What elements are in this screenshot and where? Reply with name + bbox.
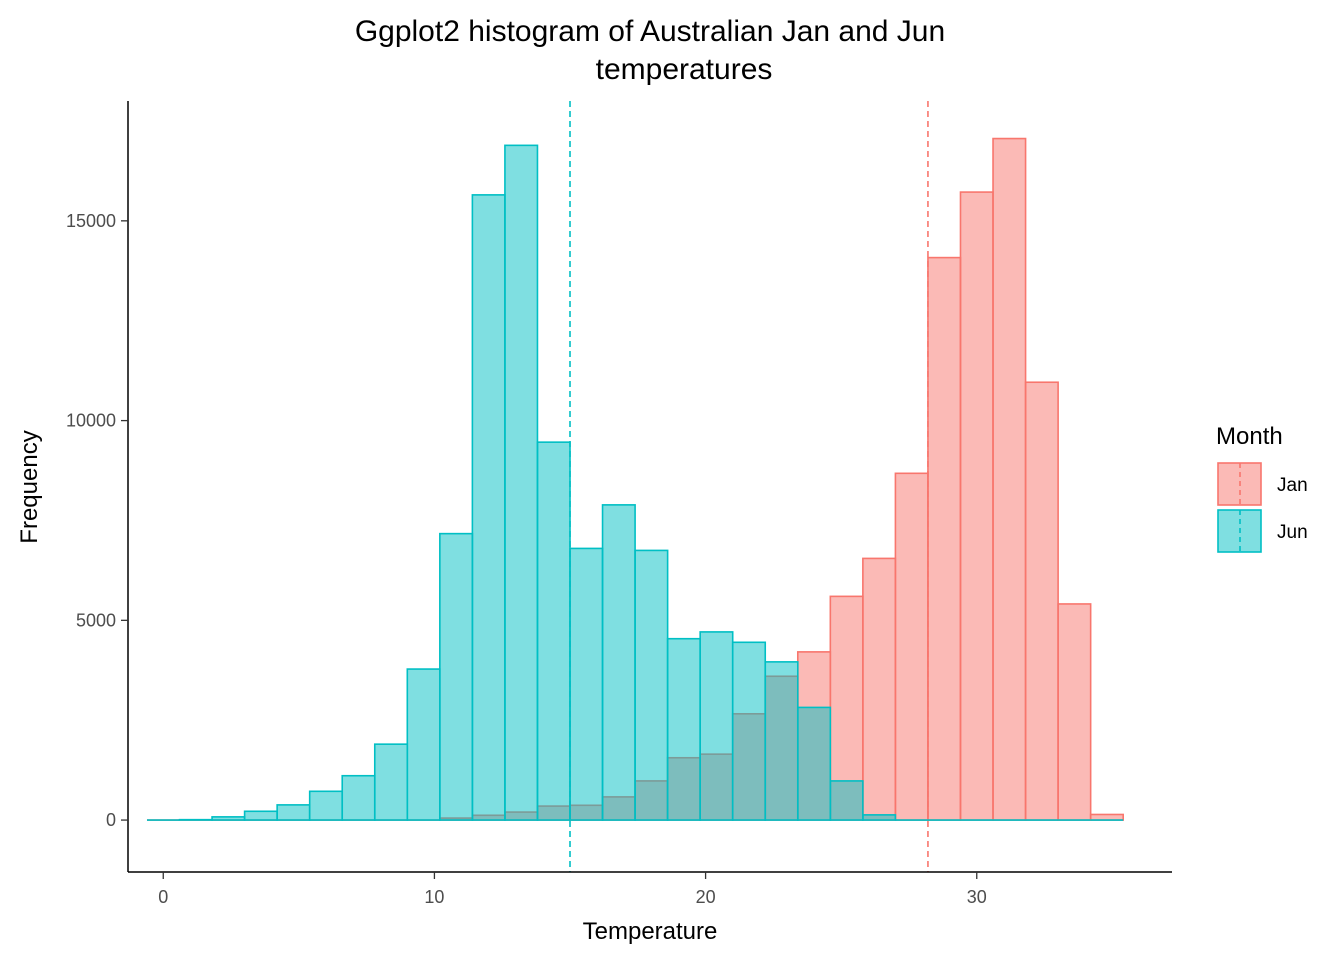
jun-bar [634,549,669,821]
jun-bar [406,668,441,821]
x-tick-label: 20 [696,887,716,907]
y-tick-label: 5000 [76,610,116,630]
x-tick-label: 0 [158,887,168,907]
legend-entries: Jan Jun [1217,462,1308,553]
y-tick-label: 0 [106,810,116,830]
jan-bar [1024,381,1059,821]
jun-bar [862,814,897,821]
jun-bar [699,631,734,821]
jun-bar [308,790,344,821]
chart-title-line-2: temperatures [596,53,773,86]
mean-lines [569,101,929,872]
jun-bar [341,774,376,821]
plot-area [146,101,1124,872]
jun-bar [373,743,409,821]
jun-bar [243,810,278,821]
jan-legend-label: Jan [1277,475,1308,496]
y-ticks: 0 5000 10000 15000 [66,211,128,830]
jan-bar [1057,603,1092,821]
jun-bar [764,661,799,821]
legend: Month Jan Jun [1216,423,1308,553]
x-tick-label: 30 [967,887,987,907]
jun-bar [829,780,864,821]
jun-bar [731,641,767,821]
jan-bar [1089,813,1124,821]
chart-title-line-1: Ggplot2 histogram of Australian Jan and … [355,15,945,48]
jan-bar [862,557,897,821]
jun-bar [471,194,506,821]
y-tick-label: 10000 [66,411,116,431]
jun-legend-label: Jun [1277,522,1308,543]
y-axis-title: Frequency [16,430,43,543]
jun-bar [439,532,474,821]
jan-bar [959,191,994,821]
x-ticks: 0 10 20 30 [158,872,987,907]
jan-bar [927,256,962,821]
x-axis-title: Temperature [583,918,718,945]
jan-bar [894,472,929,821]
jun-bar [569,547,604,821]
jun-bar [666,637,701,821]
jun-bar [536,441,571,821]
axes: 0 10 20 30 0 5000 10000 15000 [66,101,1172,907]
jun-bar [276,804,311,821]
jun-bar [796,706,832,821]
chart-title: Ggplot2 histogram of Australian Jan and … [355,15,945,86]
jun-bar [601,504,636,821]
x-tick-label: 10 [424,887,444,907]
y-tick-label: 15000 [66,211,116,231]
legend-title: Month [1216,423,1283,450]
jun-bar [211,816,246,821]
jan-bar [992,137,1027,821]
jun-bars [146,144,1124,821]
jun-bar [504,144,539,821]
